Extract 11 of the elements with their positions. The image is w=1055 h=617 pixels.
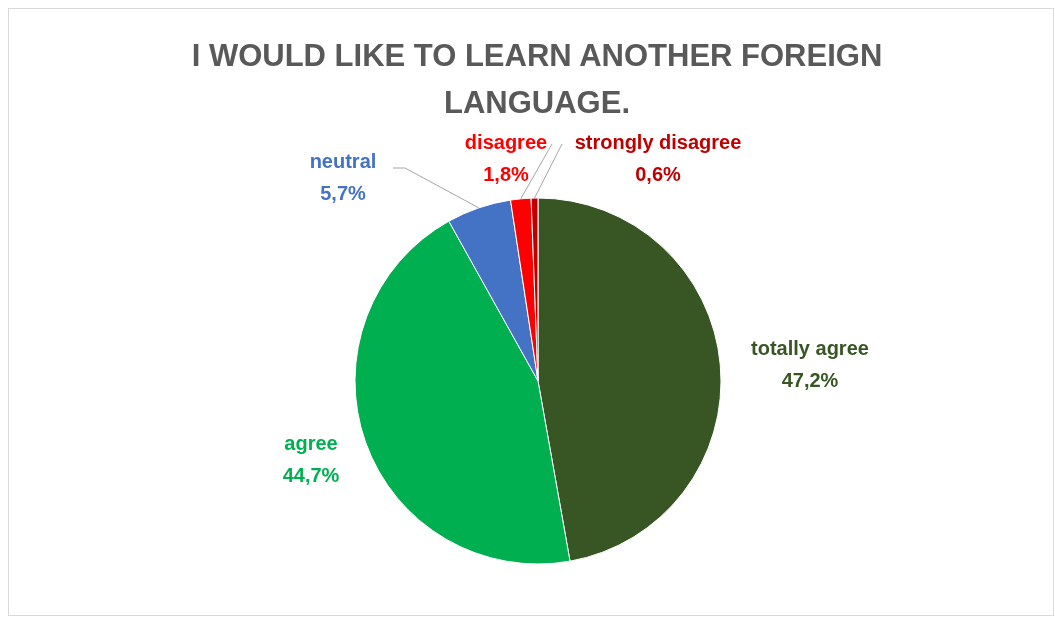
slice-label: neutral <box>309 150 377 172</box>
slice-label: strongly disagree <box>574 131 742 153</box>
slice-label: totally agree <box>751 337 869 359</box>
data-label: 5,7% <box>320 182 367 204</box>
data-label: 44,7% <box>282 464 340 486</box>
data-label: 47,2% <box>781 369 839 391</box>
slice-label: agree <box>284 432 338 454</box>
data-label: 1,8% <box>483 163 530 185</box>
data-label: 0,6% <box>635 163 682 185</box>
chart-title: I WOULD LIKE TO LEARN ANOTHER FOREIGN LANGUAGE. <box>191 38 883 121</box>
slice-label: disagree <box>464 131 548 153</box>
